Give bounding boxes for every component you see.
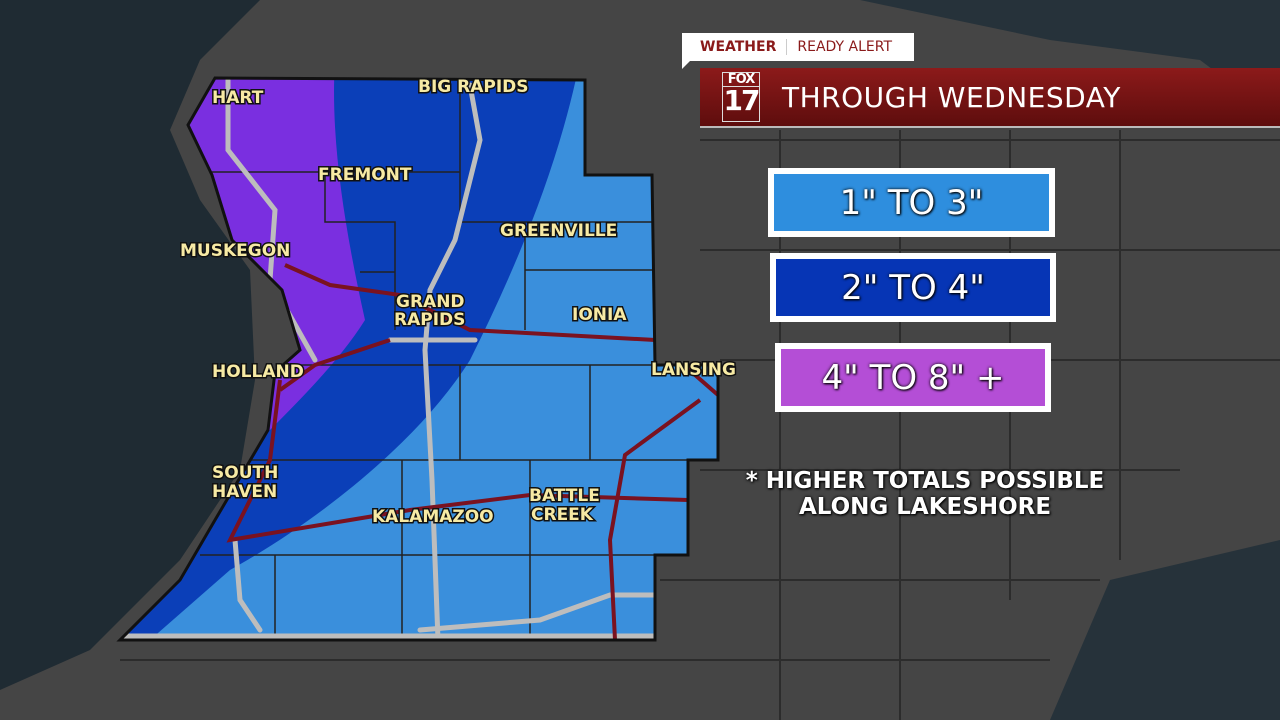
legend-4-8: 4" TO 8" +	[775, 343, 1051, 412]
legend-1-3: 1" TO 3"	[768, 168, 1055, 237]
weather-ready-alert-tag: WEATHER READY ALERT	[682, 33, 914, 69]
city-south: SOUTH	[212, 463, 278, 483]
tag-weather: WEATHER	[700, 39, 777, 55]
city-hart: HART	[212, 88, 264, 108]
city-haven: HAVEN	[212, 482, 277, 502]
city-big-rapids: BIG RAPIDS	[418, 77, 529, 97]
city-labels: HART BIG RAPIDS FREMONT GREENVILLE MUSKE…	[179, 76, 738, 529]
tag-ready-alert: READY ALERT	[797, 39, 893, 55]
county-borders	[200, 80, 718, 640]
city-creek: CREEK	[531, 505, 594, 525]
note-line-2: ALONG LAKESHORE	[798, 494, 1052, 520]
lake-huron	[860, 0, 1280, 120]
fox17-logo: FOX 17	[722, 72, 760, 122]
logo-17: 17	[723, 84, 761, 117]
title-banner: FOX 17 THROUGH WEDNESDAY	[700, 68, 1280, 128]
legend-2-4: 2" TO 4"	[770, 253, 1056, 322]
tag-divider	[786, 39, 788, 55]
lake-erie	[1050, 540, 1280, 720]
legend-label: 4" TO 8" +	[821, 357, 1005, 398]
city-fremont: FREMONT	[318, 165, 412, 185]
city-ionia: IONIA	[572, 305, 627, 325]
city-battle: BATTLE	[529, 486, 600, 506]
city-rapids: RAPIDS	[394, 310, 465, 330]
lakeshore-note: * HIGHER TOTALS POSSIBLE ALONG LAKESHORE	[730, 468, 1120, 520]
city-kalamazoo: KALAMAZOO	[372, 507, 494, 527]
city-greenville: GREENVILLE	[500, 221, 617, 241]
logo-fox: FOX	[723, 73, 759, 87]
note-line-1: * HIGHER TOTALS POSSIBLE	[745, 468, 1105, 494]
page-title: THROUGH WEDNESDAY	[782, 80, 1121, 114]
city-lansing: LANSING	[651, 360, 736, 380]
city-holland: HOLLAND	[212, 362, 304, 382]
lake-michigan	[0, 0, 260, 690]
city-grand: GRAND	[396, 292, 465, 312]
legend-label: 2" TO 4"	[841, 267, 985, 308]
city-muskegon: MUSKEGON	[180, 241, 290, 261]
tag-tail	[682, 61, 690, 69]
legend-label: 1" TO 3"	[839, 182, 984, 223]
